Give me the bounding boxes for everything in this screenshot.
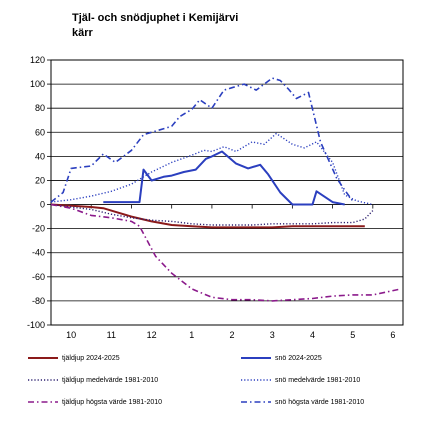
chart-title: Tjäl- och snödjuphet i Kemijärvi kärr xyxy=(72,11,238,41)
legend-item: snö medelvärde 1981-2010 xyxy=(241,370,360,390)
legend-label: snö medelvärde 1981-2010 xyxy=(275,376,361,384)
legend-label: tjäldjup 2024-2025 xyxy=(62,354,120,362)
x-tick-label: 2 xyxy=(230,330,235,340)
legend-label: snö högsta värde 1981-2010 xyxy=(275,398,365,406)
x-tick-label: 6 xyxy=(390,330,395,340)
legend-item: snö 2024-2025 xyxy=(241,348,322,368)
legend-label: tjäldjup medelvärde 1981-2010 xyxy=(62,376,159,384)
legend-swatch xyxy=(241,401,271,403)
plot-area xyxy=(50,59,404,326)
series-line-6 xyxy=(50,77,354,203)
x-tick-label: 1 xyxy=(189,330,194,340)
y-tick-label: 40 xyxy=(35,151,45,161)
y-tick-label: 0 xyxy=(40,200,45,210)
x-tick-label: 3 xyxy=(270,330,275,340)
y-tick-label: 60 xyxy=(35,127,45,137)
y-tick-label: 80 xyxy=(35,103,45,113)
legend-label: snö 2024-2025 xyxy=(275,354,322,362)
y-tick-label: -80 xyxy=(32,296,45,306)
series-line-2 xyxy=(103,150,345,206)
series-line-3 xyxy=(50,203,374,226)
y-tick-label: 20 xyxy=(35,175,45,185)
x-tick-label: 5 xyxy=(350,330,355,340)
legend-swatch xyxy=(241,357,271,359)
series-line-1 xyxy=(50,203,365,229)
y-tick-label: -40 xyxy=(32,248,45,258)
x-tick-label: 4 xyxy=(310,330,315,340)
y-tick-label: 120 xyxy=(30,55,45,65)
y-tick-label: -60 xyxy=(32,272,45,282)
legend-item: tjäldjup högsta värde 1981-2010 xyxy=(28,392,162,412)
legend-swatch xyxy=(241,379,271,381)
legend-swatch xyxy=(28,379,58,381)
legend-swatch xyxy=(28,357,58,359)
legend-item: snö högsta värde 1981-2010 xyxy=(241,392,364,412)
chart-legend: tjäldjup 2024-2025 snö 2024-2025 tjäldjup … xyxy=(28,348,428,418)
legend-label: tjäldjup högsta värde 1981-2010 xyxy=(62,398,163,406)
x-tick-label: 12 xyxy=(147,330,157,340)
x-tick-label: 10 xyxy=(66,330,76,340)
y-tick-label: 100 xyxy=(30,79,45,89)
y-tick-label: -20 xyxy=(32,224,45,234)
legend-swatch xyxy=(28,401,58,403)
x-tick-label: 11 xyxy=(107,330,116,340)
y-tick-label: -100 xyxy=(27,320,45,330)
chart-title-line-2: kärr xyxy=(72,27,93,39)
legend-item: tjäldjup medelvärde 1981-2010 xyxy=(28,370,158,390)
legend-item: tjäldjup 2024-2025 xyxy=(28,348,120,368)
chart-title-line-1: Tjäl- och snödjuphet i Kemijärvi xyxy=(72,12,239,24)
